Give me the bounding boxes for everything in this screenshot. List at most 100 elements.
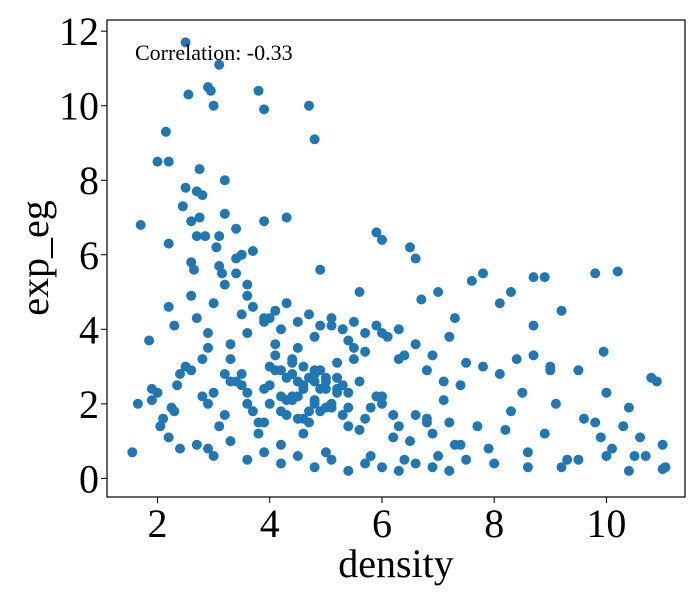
x-tick-label: 10 [586,501,626,546]
data-point [158,413,169,424]
data-point [449,313,460,324]
data-point [410,339,421,350]
data-point [264,361,275,372]
data-point [377,391,387,402]
data-point [320,383,331,394]
data-point [236,380,247,391]
data-point [304,417,314,428]
data-point [186,290,197,301]
data-point [270,305,281,316]
data-point [208,387,219,398]
data-point [180,37,191,48]
data-point [573,365,584,376]
data-point [186,365,197,376]
data-point [348,342,359,353]
data-point [315,320,326,331]
data-point [416,294,427,305]
data-point [259,104,270,115]
data-point [421,365,432,376]
data-point [388,432,399,443]
data-point [197,391,208,402]
data-point [590,268,601,279]
y-tick-label: 10 [59,84,99,129]
data-point [444,417,455,428]
data-point [175,443,185,454]
data-point [528,350,539,361]
data-point [225,354,236,365]
data-point [573,454,584,465]
data-point [522,447,533,458]
data-point [612,266,623,277]
data-point [219,279,230,290]
data-point [438,395,449,406]
data-point [528,320,539,331]
data-point [281,212,292,223]
data-point [292,342,303,353]
data-point [556,305,567,316]
correlation-annotation: Correlation: -0.33 [135,40,293,65]
data-point [172,380,183,391]
data-point [472,421,483,432]
data-point [461,454,472,465]
data-point [180,182,191,193]
data-point [214,59,225,70]
data-point [444,331,455,342]
data-point [348,354,359,365]
data-point [309,331,320,342]
data-point [360,328,371,338]
data-point [461,357,472,368]
data-point [183,89,194,100]
data-point [194,212,205,223]
data-point [343,465,354,476]
data-point [382,331,393,342]
data-point [517,387,528,398]
data-point [309,395,320,406]
data-point [298,361,309,372]
data-point [304,406,314,417]
data-point [189,264,199,275]
data-point [399,350,410,361]
data-point [186,216,197,227]
data-point [635,432,646,443]
y-tick-label: 6 [79,233,99,278]
data-point [657,439,668,450]
data-point [292,413,303,424]
data-point [332,372,343,383]
data-point [427,350,438,361]
data-point [309,134,320,145]
data-point [219,369,230,379]
data-point [326,454,337,465]
data-point [427,428,438,439]
data-point [231,253,242,264]
data-point [247,246,258,256]
data-point [651,376,662,387]
data-point [146,383,157,394]
data-point [343,421,354,432]
y-tick-label: 0 [79,456,99,501]
data-point [200,231,211,242]
data-point [203,398,213,409]
data-point [506,287,516,297]
data-point [270,339,281,350]
data-point [377,398,387,409]
data-point [292,451,303,461]
data-point [242,398,253,409]
data-point [354,376,365,387]
data-point [259,216,270,227]
data-point [598,346,609,357]
data-point [163,238,174,249]
data-point [155,421,166,432]
data-point [377,234,387,245]
data-point [225,339,236,350]
data-point [242,279,253,290]
data-point [281,298,292,309]
data-point [623,465,634,476]
data-point [169,320,180,331]
data-point [208,298,219,309]
data-point [371,320,382,331]
data-point [203,443,213,454]
data-point [337,380,348,391]
data-point [337,324,348,335]
data-point [191,231,202,242]
